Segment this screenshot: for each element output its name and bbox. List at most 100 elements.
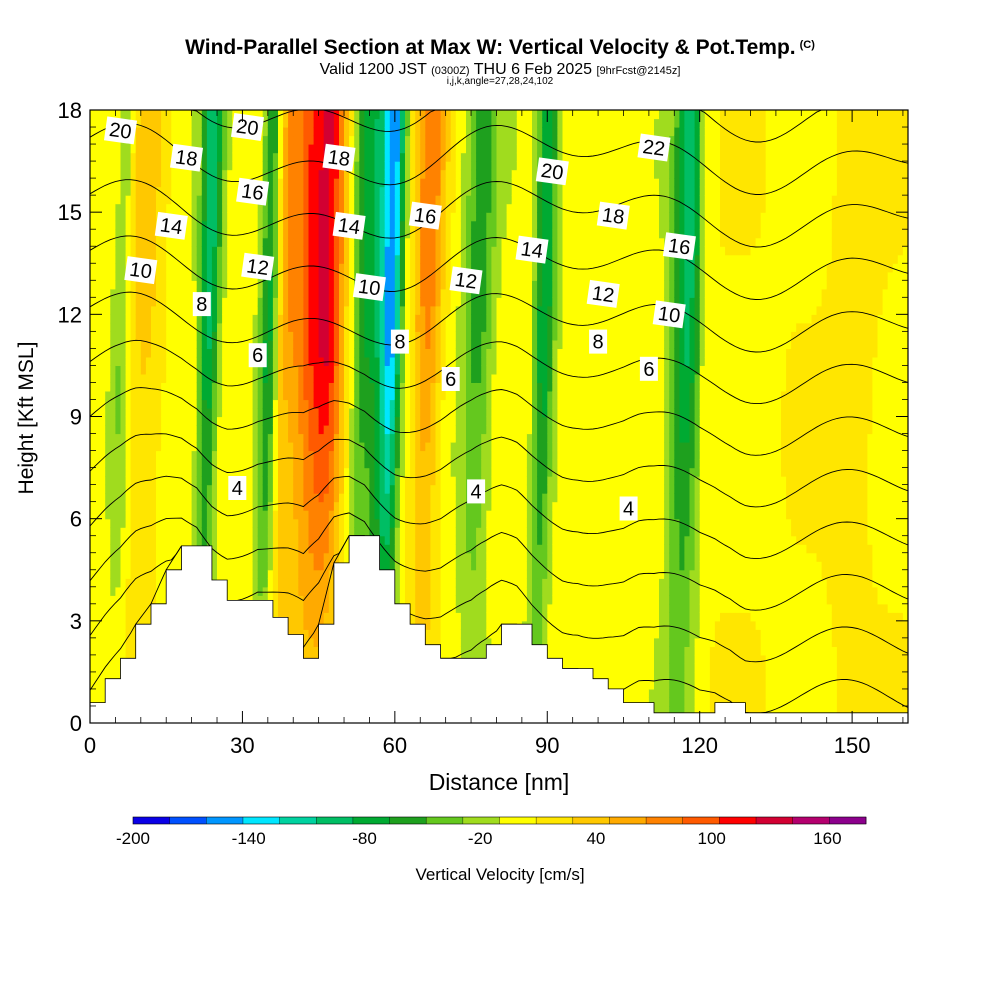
velocity-cell — [283, 229, 289, 239]
velocity-cell — [161, 442, 167, 452]
velocity-cell — [171, 425, 177, 435]
velocity-cell — [359, 152, 365, 162]
velocity-cell — [278, 331, 284, 341]
velocity-cell — [156, 433, 162, 443]
velocity-cell — [262, 161, 269, 171]
velocity-cell — [201, 254, 208, 264]
velocity-cell — [105, 322, 111, 332]
velocity-cell — [308, 220, 315, 230]
velocity-cell — [105, 203, 111, 213]
velocity-cell — [125, 620, 132, 630]
velocity-cell — [399, 535, 406, 545]
velocity-cell — [140, 433, 147, 443]
velocity-cell — [237, 527, 243, 537]
velocity-cell — [420, 373, 426, 383]
velocity-cell — [384, 254, 391, 264]
velocity-cell — [191, 373, 198, 383]
velocity-cell — [95, 476, 101, 486]
velocity-cell — [283, 442, 289, 452]
velocity-cell — [278, 237, 284, 247]
velocity-cell — [166, 280, 172, 290]
velocity-cell — [435, 373, 442, 383]
velocity-cell — [313, 212, 320, 222]
velocity-cell — [100, 305, 106, 315]
velocity-cell — [186, 246, 193, 256]
velocity-cell — [120, 373, 127, 383]
velocity-cell — [420, 280, 426, 290]
velocity-cell — [303, 254, 310, 264]
velocity-cell — [405, 178, 411, 188]
velocity-cell — [247, 399, 254, 409]
velocity-cell — [151, 314, 157, 324]
velocity-cell — [435, 501, 442, 511]
velocity-cell — [100, 561, 106, 571]
velocity-cell — [313, 620, 320, 630]
velocity-cell — [318, 118, 325, 128]
velocity-cell — [435, 527, 442, 537]
velocity-cell — [313, 595, 320, 605]
velocity-cell — [90, 186, 96, 196]
velocity-cell — [145, 544, 152, 554]
velocity-cell — [247, 595, 254, 605]
velocity-cell — [318, 356, 325, 366]
velocity-cell — [293, 629, 299, 639]
velocity-cell — [267, 373, 274, 383]
velocity-cell — [379, 212, 386, 222]
velocity-cell — [339, 382, 345, 392]
velocity-cell — [405, 484, 411, 494]
velocity-cell — [430, 288, 437, 298]
velocity-cell — [288, 152, 294, 162]
velocity-cell — [339, 314, 345, 324]
velocity-cell — [379, 178, 386, 188]
velocity-cell — [405, 297, 411, 307]
velocity-cell — [278, 450, 284, 460]
velocity-cell — [410, 135, 416, 145]
velocity-cell — [288, 484, 294, 494]
velocity-cell — [339, 271, 345, 281]
velocity-cell — [211, 297, 218, 307]
velocity-cell — [125, 246, 132, 256]
velocity-cell — [140, 467, 147, 477]
velocity-cell — [135, 118, 142, 128]
velocity-cell — [145, 135, 152, 145]
velocity-cell — [354, 348, 360, 358]
velocity-cell — [288, 271, 294, 281]
velocity-cell — [308, 518, 315, 528]
velocity-cell — [237, 220, 243, 230]
velocity-cell — [328, 493, 335, 503]
velocity-cell — [130, 348, 137, 358]
velocity-cell — [110, 365, 116, 375]
velocity-cell — [206, 356, 213, 366]
velocity-cell — [252, 399, 259, 409]
velocity-cell — [425, 569, 431, 579]
velocity-cell — [354, 518, 360, 528]
velocity-cell — [262, 246, 269, 256]
velocity-cell — [201, 322, 208, 332]
velocity-cell — [161, 450, 167, 460]
velocity-cell — [151, 356, 157, 366]
velocity-cell — [308, 535, 315, 545]
velocity-cell — [176, 408, 183, 418]
velocity-cell — [115, 178, 122, 188]
velocity-cell — [95, 203, 101, 213]
velocity-cell — [110, 331, 116, 341]
velocity-cell — [415, 450, 421, 460]
velocity-cell — [227, 110, 233, 120]
velocity-cell — [369, 246, 376, 256]
velocity-cell — [405, 501, 411, 511]
velocity-cell — [272, 263, 279, 273]
velocity-cell — [293, 339, 299, 349]
velocity-cell — [161, 476, 167, 486]
velocity-cell — [323, 195, 330, 205]
velocity-cell — [425, 169, 431, 179]
velocity-cell — [389, 408, 396, 418]
velocity-cell — [211, 127, 218, 137]
velocity-cell — [181, 535, 188, 545]
velocity-cell — [130, 331, 137, 341]
velocity-cell — [201, 178, 208, 188]
velocity-cell — [384, 220, 391, 230]
velocity-cell — [420, 561, 426, 571]
velocity-cell — [247, 288, 254, 298]
velocity-cell — [135, 416, 142, 426]
velocity-cell — [399, 552, 406, 562]
